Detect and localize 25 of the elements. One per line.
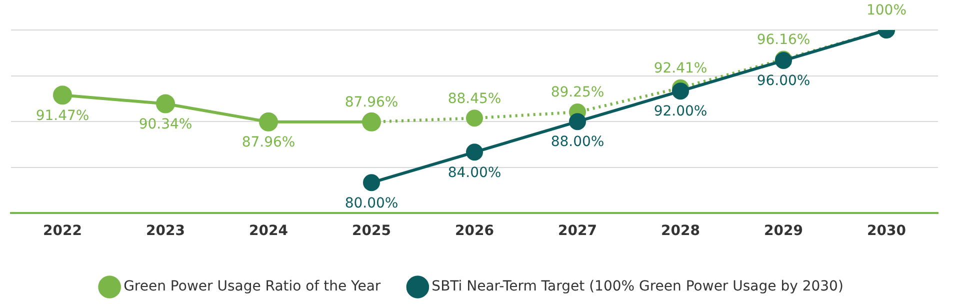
x-tick-label: 2029 [764, 223, 803, 240]
x-tick-label: 2025 [352, 223, 391, 240]
data-label: 92.41% [654, 60, 708, 77]
x-tick-label: 2026 [455, 223, 494, 240]
x-tick-label: 2028 [661, 223, 700, 240]
data-label: 80.00% [344, 195, 398, 212]
x-tick-label: 2027 [558, 223, 597, 240]
data-label: 90.34% [138, 116, 192, 132]
legend-label: SBTi Near-Term Target (100% Green Power Usage by 2030) [432, 278, 844, 295]
data-label: 100% [866, 2, 907, 19]
data-label: 96.16% [756, 32, 810, 48]
data-label: 96.00% [756, 73, 810, 90]
legend-label: Green Power Usage Ratio of the Year [124, 278, 381, 295]
data-label: 88.45% [448, 90, 502, 107]
data-label: 89.25% [550, 84, 604, 101]
x-tick-label: 2030 [867, 223, 906, 240]
data-label: 92.00% [654, 104, 708, 120]
x-tick-label: 2023 [146, 223, 185, 240]
x-tick-label: 2022 [43, 223, 82, 240]
data-label: 87.96% [242, 134, 296, 151]
data-label: 88.00% [550, 134, 604, 150]
data-label: 91.47% [36, 108, 90, 124]
data-label: 87.96% [344, 94, 398, 111]
x-tick-label: 2024 [249, 223, 288, 240]
data-label: 84.00% [448, 164, 502, 181]
